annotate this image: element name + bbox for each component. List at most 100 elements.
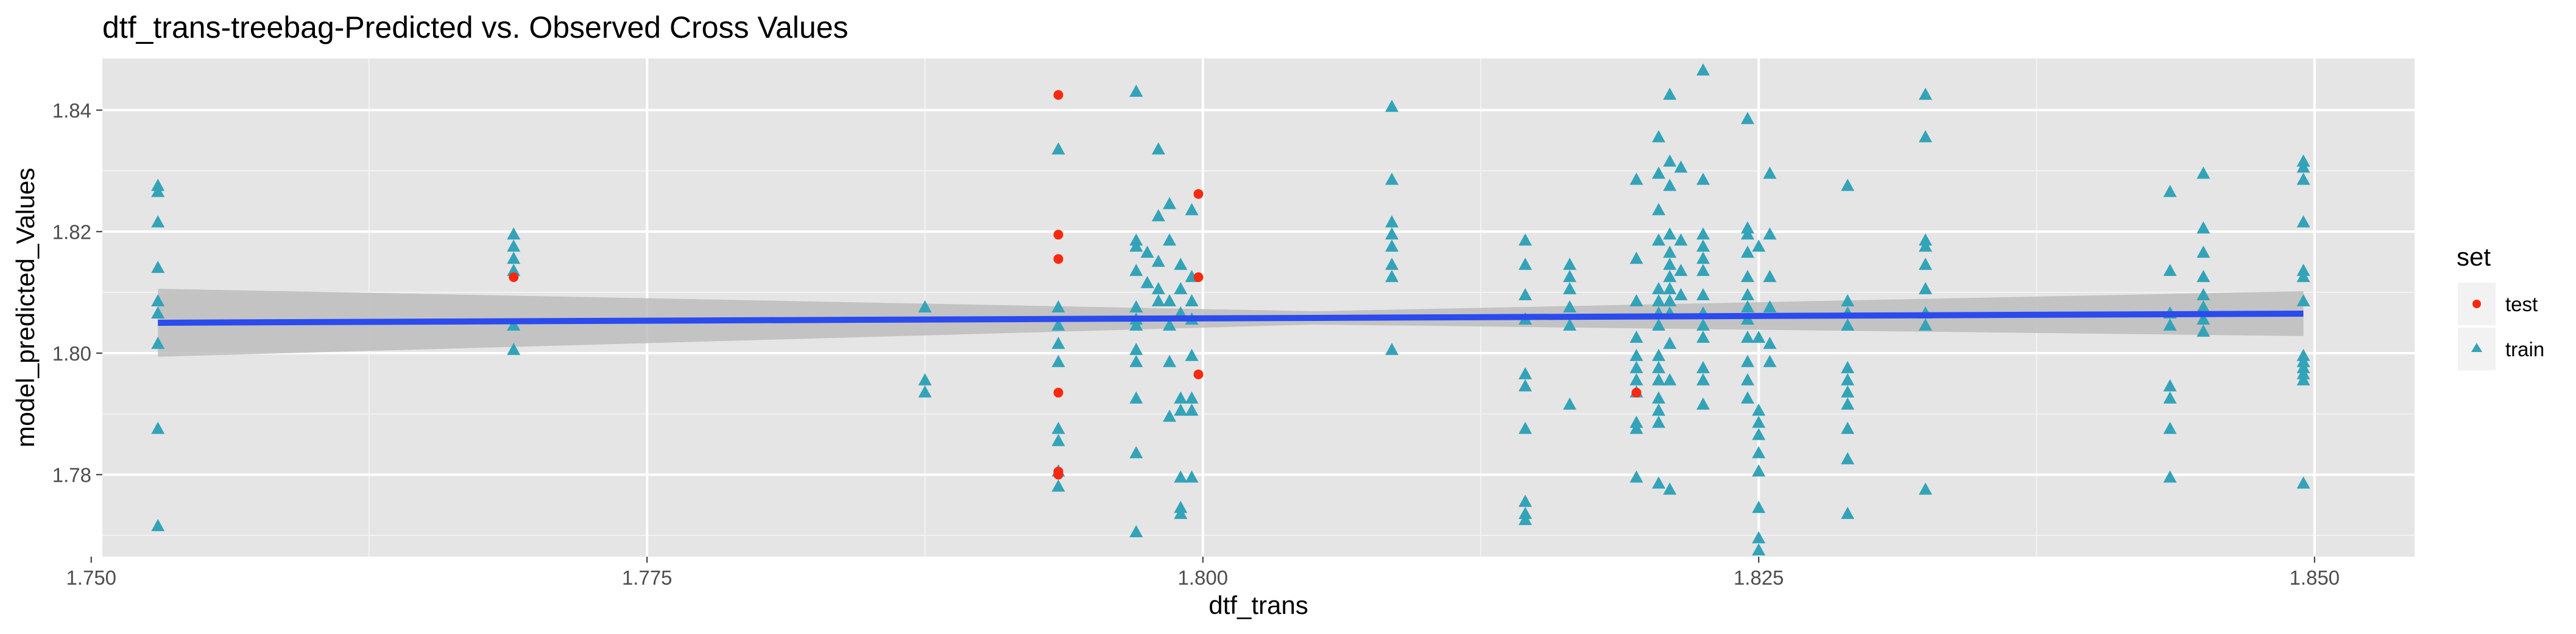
train-point <box>1752 403 1766 416</box>
train-point <box>1741 245 1754 258</box>
legend: set test train <box>2457 242 2544 370</box>
legend-test-marker <box>2472 300 2481 308</box>
y-axis-ticks: 1.78 1.80 1.82 1.84 <box>52 99 102 486</box>
train-point <box>1741 354 1754 367</box>
train-point <box>1129 239 1143 252</box>
train-point <box>1919 87 1932 100</box>
train-point <box>2296 172 2310 185</box>
train-point <box>1151 255 1165 267</box>
trend-line <box>158 310 2304 326</box>
train-point <box>1151 282 1165 295</box>
y-tick-label: 1.80 <box>52 342 91 365</box>
train-point <box>1629 361 1643 373</box>
train-point <box>1629 330 1643 343</box>
x-tick-label: 1.750 <box>66 566 116 589</box>
train-point <box>1752 428 1766 440</box>
train-point <box>2296 215 2310 228</box>
train-point <box>1385 239 1399 252</box>
train-point <box>1163 409 1176 422</box>
train-point <box>1652 348 1665 361</box>
points-layer <box>151 63 2310 556</box>
chart-title: dtf_trans-treebag-Predicted vs. Observed… <box>102 10 849 44</box>
train-point <box>2163 421 2177 434</box>
train-point <box>1763 300 1777 312</box>
legend-label-train: train <box>2505 338 2544 361</box>
train-point <box>1051 434 1065 446</box>
train-point <box>2163 264 2177 276</box>
train-point <box>2163 391 2177 404</box>
train-point <box>1663 154 1677 167</box>
train-point <box>1151 209 1165 222</box>
train-point <box>1919 318 1932 331</box>
train-point <box>1185 391 1199 404</box>
train-point <box>1741 373 1754 386</box>
x-axis-title: dtf_trans <box>1209 591 1308 619</box>
train-point <box>151 336 165 349</box>
train-point <box>1629 252 1643 264</box>
train-point <box>1385 342 1399 355</box>
train-point <box>1151 294 1165 307</box>
train-point <box>1519 258 1532 270</box>
train-point <box>1663 87 1677 100</box>
train-point <box>1563 282 1576 295</box>
train-point <box>1652 373 1665 386</box>
x-axis-ticks: 1.750 1.775 1.800 1.825 1.850 <box>66 557 2340 589</box>
train-point <box>1752 543 1766 556</box>
test-point <box>1631 387 1642 398</box>
train-point <box>2197 288 2211 301</box>
train-point <box>1652 203 1665 216</box>
train-point <box>151 185 165 197</box>
train-point <box>1563 318 1576 331</box>
train-point <box>1519 379 1532 392</box>
test-point <box>1053 254 1064 264</box>
train-point <box>1841 361 1855 373</box>
train-point <box>1051 318 1065 331</box>
train-point <box>2197 324 2211 337</box>
train-point <box>1151 142 1165 155</box>
train-point <box>1629 421 1643 434</box>
train-point <box>1841 178 1855 191</box>
train-point <box>1519 288 1532 301</box>
train-point <box>1763 354 1777 367</box>
legend-title: set <box>2457 242 2491 271</box>
train-point <box>1185 294 1199 307</box>
train-point <box>1629 172 1643 185</box>
train-point <box>507 342 521 355</box>
train-point <box>1129 391 1143 404</box>
y-tick-label: 1.82 <box>52 220 91 243</box>
train-point <box>1174 282 1188 295</box>
train-point <box>507 239 521 252</box>
train-point <box>1652 476 1665 489</box>
legend-label-test: test <box>2505 293 2538 315</box>
train-point <box>1174 403 1188 416</box>
train-point <box>1663 482 1677 495</box>
train-point <box>1051 421 1065 434</box>
train-point <box>1763 227 1777 240</box>
train-point <box>918 373 932 386</box>
train-point <box>507 318 521 331</box>
train-point <box>1663 294 1677 307</box>
train-point <box>1652 391 1665 404</box>
train-point <box>1841 373 1855 386</box>
train-point <box>1163 354 1176 367</box>
train-point <box>1752 501 1766 513</box>
train-point <box>1663 227 1677 240</box>
train-point <box>1663 245 1677 258</box>
train-point <box>2163 470 2177 483</box>
train-point <box>1129 342 1143 355</box>
train-point <box>1752 464 1766 477</box>
train-point <box>918 300 932 312</box>
train-point <box>1663 258 1677 270</box>
train-point <box>1129 446 1143 459</box>
train-point <box>1763 166 1777 179</box>
train-point <box>1696 397 1710 410</box>
train-point <box>1696 361 1710 373</box>
trend-line-layer <box>158 310 2304 326</box>
train-point <box>1752 531 1766 544</box>
test-point <box>509 272 519 283</box>
train-point <box>1696 252 1710 264</box>
train-point <box>151 306 165 319</box>
train-point <box>1519 495 1532 507</box>
